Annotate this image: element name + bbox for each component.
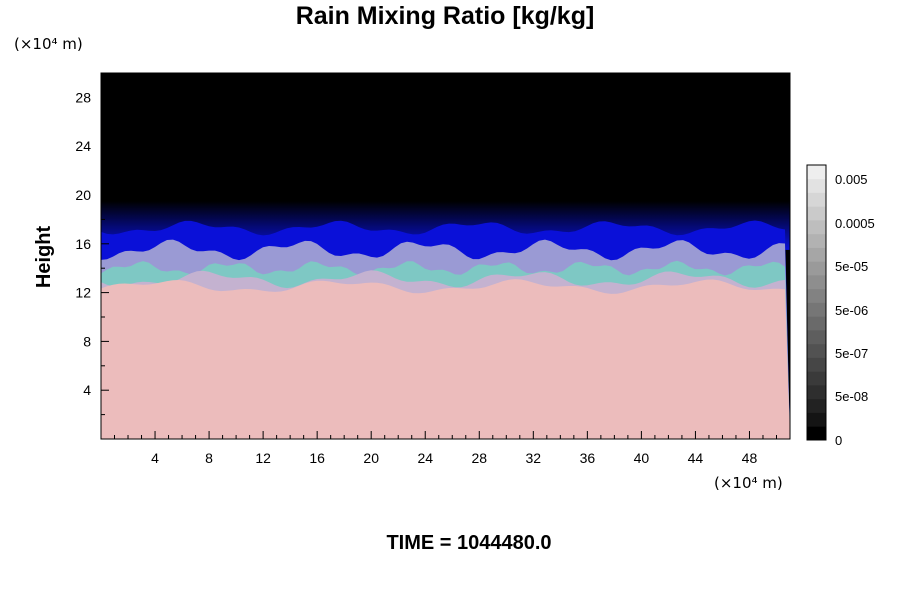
x-tick-label: 8 [205,450,213,466]
colorbar-swatch [807,206,826,221]
colorbar [806,164,827,441]
colorbar-tick-label: 0.005 [835,172,868,187]
x-tick-label: 36 [580,450,596,466]
y-unit-label: (×10⁴ m) [14,35,83,53]
colorbar-tick-label: 0.0005 [835,216,875,231]
colorbar-tick-label: 5e-08 [835,389,868,404]
y-tick-label: 4 [83,382,91,398]
plot-area [101,73,790,439]
plot-frame [100,72,791,440]
colorbar-frame [806,164,827,441]
x-tick-label: 16 [309,450,325,466]
y-tick-label: 16 [75,236,91,252]
colorbar-swatch [807,426,826,441]
y-tick-label: 8 [83,333,91,349]
colorbar-tick-label: 5e-07 [835,346,868,361]
chart-title: Rain Mixing Ratio [kg/kg] [296,2,595,30]
x-tick-label: 4 [151,450,159,466]
colorbar-tick-label: 0 [835,433,842,448]
field-lower [101,279,790,439]
colorbar-swatch [807,371,826,386]
colorbar-swatch [807,220,826,235]
colorbar-tick-label: 5e-06 [835,303,868,318]
colorbar-labels: 0.005 0.0005 5e-05 5e-06 5e-07 5e-08 0 [835,172,875,448]
y-axis: 4 8 12 16 20 24 28 [75,89,109,416]
x-unit-label: (×10⁴ m) [714,474,783,492]
colorbar-swatch [807,357,826,372]
colorbar-swatch [807,398,826,413]
colorbar-swatch [807,165,826,180]
colorbar-swatch [807,330,826,345]
y-tick-label: 28 [75,89,91,105]
colorbar-swatch [807,385,826,400]
colorbar-swatch [807,178,826,193]
y-tick-label: 20 [75,187,91,203]
colorbar-swatch [807,247,826,262]
colorbar-swatch [807,288,826,303]
x-tick-label: 24 [417,450,433,466]
colorbar-swatch [807,302,826,317]
x-tick-label: 32 [526,450,542,466]
time-label: TIME = 1044480.0 [386,532,551,554]
colorbar-swatch [807,275,826,290]
colorbar-swatch [807,261,826,276]
x-tick-label: 48 [742,450,758,466]
x-tick-label: 20 [363,450,379,466]
y-tick-label: 12 [75,285,91,301]
x-tick-label: 12 [255,450,271,466]
colorbar-swatch [807,316,826,331]
y-tick-label: 24 [75,138,91,154]
y-axis-label: Height [33,226,55,289]
colorbar-swatch [807,343,826,358]
colorbar-tick-label: 5e-05 [835,259,868,274]
x-tick-label: 44 [688,450,704,466]
x-tick-label: 28 [471,450,487,466]
x-tick-label: 40 [634,450,650,466]
colorbar-swatch [807,233,826,248]
colorbar-swatch [807,192,826,207]
colorbar-swatch [807,412,826,427]
x-axis: 4 8 12 16 20 24 28 32 36 40 44 48 [114,431,777,466]
